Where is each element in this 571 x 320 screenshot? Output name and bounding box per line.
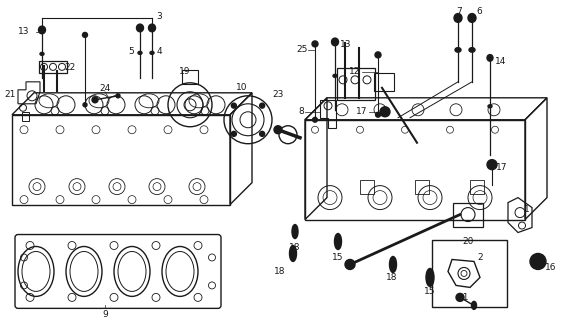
Text: 2: 2 [477,253,482,262]
Text: 20: 20 [463,237,474,246]
Ellipse shape [40,52,44,55]
Bar [22,112,29,121]
Ellipse shape [488,105,492,108]
Ellipse shape [389,256,396,272]
Ellipse shape [454,13,462,22]
Ellipse shape [150,52,154,54]
Circle shape [82,32,87,37]
Text: 17: 17 [496,163,508,172]
Bar [12,115,230,204]
Text: 5: 5 [128,47,134,56]
Text: 4: 4 [157,47,163,56]
Bar [432,239,507,308]
Circle shape [260,103,264,108]
Bar [305,120,525,220]
Ellipse shape [38,26,46,34]
Text: 23: 23 [272,90,284,99]
Ellipse shape [335,234,341,250]
Text: 15: 15 [424,287,436,296]
Text: 6: 6 [476,7,482,16]
Circle shape [530,253,546,269]
Ellipse shape [455,48,461,52]
Circle shape [312,117,317,122]
Text: 25: 25 [296,45,307,54]
Text: 18: 18 [386,273,398,282]
Text: 11: 11 [459,293,470,302]
Circle shape [312,41,318,47]
Text: 21: 21 [4,90,15,99]
Ellipse shape [136,24,143,32]
Text: 19: 19 [179,67,191,76]
Bar [39,61,67,73]
Ellipse shape [332,38,339,46]
Bar [470,180,484,194]
Text: 10: 10 [236,83,248,92]
Text: 7: 7 [456,7,462,16]
Text: 3: 3 [156,12,162,21]
Text: 8: 8 [298,107,304,116]
Circle shape [92,97,98,103]
Circle shape [345,260,355,269]
Ellipse shape [333,74,337,77]
Text: 15: 15 [332,253,344,262]
Text: 9: 9 [102,310,108,319]
Ellipse shape [487,55,493,61]
Text: 18: 18 [274,267,286,276]
Bar [182,70,198,84]
Circle shape [487,160,497,170]
Circle shape [380,107,390,117]
Ellipse shape [138,52,142,54]
Ellipse shape [289,245,296,261]
Text: 16: 16 [545,263,557,272]
Ellipse shape [292,225,298,238]
Bar [360,180,374,194]
Bar [337,68,375,100]
Bar [415,180,429,194]
Text: 13: 13 [18,28,30,36]
Circle shape [376,112,380,117]
Circle shape [83,103,87,107]
Text: 22: 22 [65,63,75,72]
Text: 14: 14 [495,57,506,66]
Ellipse shape [469,48,475,52]
Text: 13: 13 [340,40,352,49]
Text: 12: 12 [349,67,360,76]
Text: 1: 1 [524,205,530,214]
Ellipse shape [148,24,155,32]
Bar [374,73,394,91]
Circle shape [456,293,464,301]
Circle shape [274,126,282,134]
Circle shape [375,52,381,58]
Circle shape [260,132,264,136]
Text: 18: 18 [289,243,301,252]
Ellipse shape [472,301,477,309]
Ellipse shape [426,268,434,286]
Circle shape [231,132,236,136]
Circle shape [231,103,236,108]
Bar [453,203,483,227]
Text: 17: 17 [356,107,367,116]
Text: 24: 24 [99,84,111,93]
Circle shape [116,94,120,98]
Ellipse shape [468,13,476,22]
